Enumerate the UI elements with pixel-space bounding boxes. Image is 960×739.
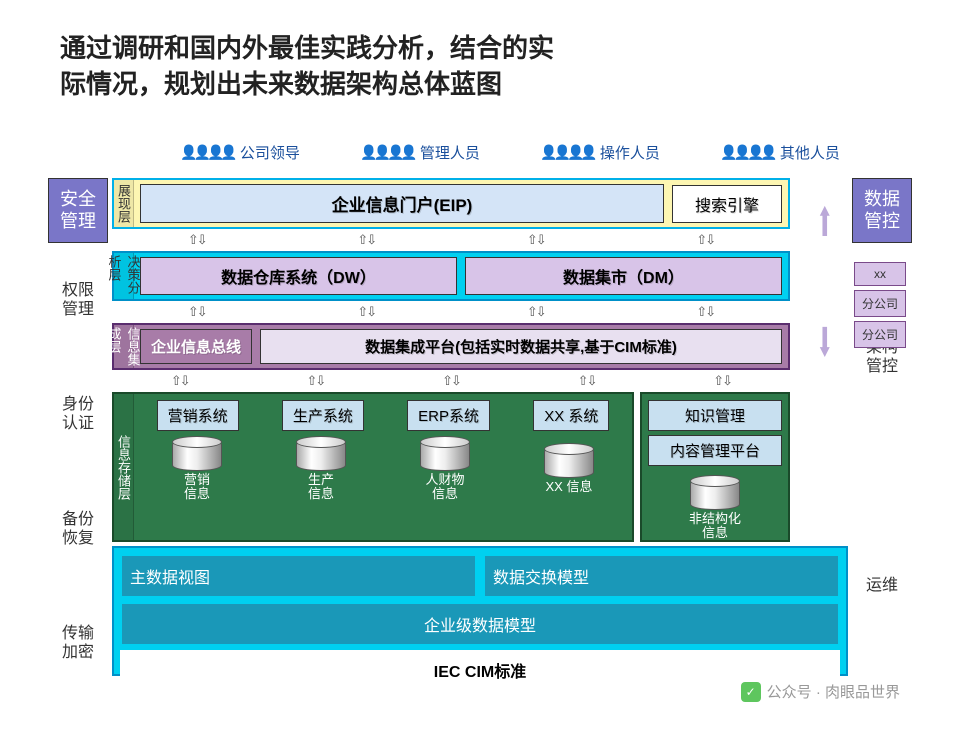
layer-integrate: 信息集成层 企业信息总线 数据集成平台(包括实时数据共享,基于CIM标准) bbox=[112, 323, 790, 370]
layer-analysis: 决策分析层 数据仓库系统（DW） 数据集市（DM） bbox=[112, 251, 790, 301]
system-box: 生产系统 bbox=[282, 400, 364, 431]
arrow-icon: ⇧⇩ bbox=[696, 232, 714, 248]
watermark: ✓ 公众号 · 肉眼品世界 bbox=[741, 681, 900, 702]
big-arrow-down-icon: ⬇ bbox=[817, 320, 834, 366]
model-box: 企业级数据模型 bbox=[120, 602, 840, 646]
left-head: 安全 管理 bbox=[48, 178, 108, 243]
layer-storage: 信息存储层 营销系统 生产系统 ERP系统 XX 系统 营销 信息 生产 信息 … bbox=[112, 392, 634, 542]
dw-box: 数据仓库系统（DW） bbox=[140, 257, 457, 295]
arrow-icon: ⇧⇩ bbox=[442, 373, 460, 389]
big-arrow-up-icon: ⬆ bbox=[817, 200, 834, 246]
left-item: 权限 管理 bbox=[48, 243, 108, 357]
stack-box: 分公司 bbox=[854, 321, 906, 348]
arrow-icon: ⇧⇩ bbox=[713, 373, 731, 389]
platform-box: 数据集成平台(包括实时数据共享,基于CIM标准) bbox=[260, 329, 782, 364]
arrow-icon: ⇧⇩ bbox=[306, 373, 324, 389]
model-box: IEC CIM标准 bbox=[120, 650, 840, 690]
db-item: 营销 信息 bbox=[140, 439, 254, 502]
bus-box: 企业信息总线 bbox=[140, 329, 252, 364]
wechat-icon: ✓ bbox=[741, 682, 761, 702]
page-title: 通过调研和国内外最佳实践分析，结合的实 际情况，规划出未来数据架构总体蓝图 bbox=[60, 30, 554, 103]
arrow-icon: ⇧⇩ bbox=[171, 373, 189, 389]
arrows: ⇧⇩ ⇧⇩ ⇧⇩ ⇧⇩ bbox=[112, 233, 790, 247]
arrow-icon: ⇧⇩ bbox=[188, 232, 206, 248]
right-item: 运维 bbox=[852, 472, 912, 700]
db-item: 人财物 信息 bbox=[388, 439, 502, 502]
db-icon bbox=[172, 439, 222, 471]
layer-label: 决策分析层 bbox=[114, 253, 134, 299]
arrow-icon: ⇧⇩ bbox=[357, 304, 375, 320]
db-item: 非结构化 信息 bbox=[648, 478, 782, 541]
db-item: 生产 信息 bbox=[264, 439, 378, 502]
arrow-icon: ⇧⇩ bbox=[527, 232, 545, 248]
cms-box: 内容管理平台 bbox=[648, 435, 782, 466]
arrows: ⇧⇩ ⇧⇩ ⇧⇩ ⇧⇩ ⇧⇩ bbox=[112, 374, 790, 388]
stack-box: 分公司 bbox=[854, 290, 906, 317]
eip-box: 企业信息门户(EIP) bbox=[140, 184, 664, 223]
model-box: 数据交换模型 bbox=[483, 554, 840, 598]
model-row: 主数据视图 数据交换模型 bbox=[120, 554, 840, 598]
arrow-icon: ⇧⇩ bbox=[527, 304, 545, 320]
right-head: 数据 管控 bbox=[852, 178, 912, 243]
stack-box: xx bbox=[854, 262, 906, 286]
people-icon: 👤👤👤👤 bbox=[720, 144, 774, 161]
layer-storage-wrap: 信息存储层 营销系统 生产系统 ERP系统 XX 系统 营销 信息 生产 信息 … bbox=[112, 392, 790, 542]
system-box: 营销系统 bbox=[157, 400, 239, 431]
left-item: 备份 恢复 bbox=[48, 472, 108, 586]
arrow-icon: ⇧⇩ bbox=[357, 232, 375, 248]
people-icon: 👤👤👤👤 bbox=[540, 144, 594, 161]
role-item: 👤👤👤👤管理人员 bbox=[360, 142, 480, 163]
arrow-icon: ⇧⇩ bbox=[578, 373, 596, 389]
center-layers: 展现层 企业信息门户(EIP) 搜索引擎 ⇧⇩ ⇧⇩ ⇧⇩ ⇧⇩ 决策分析层 数据仓库… bbox=[112, 178, 790, 700]
db-row: 营销 信息 生产 信息 人财物 信息 XX 信息 bbox=[140, 439, 626, 502]
left-item: 身份 认证 bbox=[48, 357, 108, 471]
arrow-icon: ⇧⇩ bbox=[188, 304, 206, 320]
architecture-diagram: 安全 管理 权限 管理 身份 认证 备份 恢复 传输 加密 展现层 企业信息门户… bbox=[48, 178, 912, 700]
layer-label: 展现层 bbox=[114, 180, 134, 227]
db-icon bbox=[544, 446, 594, 478]
left-column: 安全 管理 权限 管理 身份 认证 备份 恢复 传输 加密 bbox=[48, 178, 108, 700]
right-column: 数据 管控 架构 管控 运维 bbox=[852, 178, 912, 700]
search-box: 搜索引擎 bbox=[672, 185, 782, 223]
roles-row: 👤👤👤👤公司领导 👤👤👤👤管理人员 👤👤👤👤操作人员 👤👤👤👤其他人员 bbox=[150, 142, 870, 163]
arrow-icon: ⇧⇩ bbox=[696, 304, 714, 320]
people-icon: 👤👤👤👤 bbox=[360, 144, 414, 161]
dm-box: 数据集市（DM） bbox=[465, 257, 782, 295]
layer-present: 展现层 企业信息门户(EIP) 搜索引擎 bbox=[112, 178, 790, 229]
layer-label: 信息存储层 bbox=[114, 394, 134, 540]
role-item: 👤👤👤👤其他人员 bbox=[720, 142, 840, 163]
db-item: XX 信息 bbox=[512, 446, 626, 494]
db-icon bbox=[420, 439, 470, 471]
right-stack: xx 分公司 分公司 bbox=[854, 262, 906, 348]
db-icon bbox=[690, 478, 740, 510]
model-box: 主数据视图 bbox=[120, 554, 477, 598]
km-box: 知识管理 bbox=[648, 400, 782, 431]
role-item: 👤👤👤👤公司领导 bbox=[180, 142, 300, 163]
role-item: 👤👤👤👤操作人员 bbox=[540, 142, 660, 163]
systems-row: 营销系统 生产系统 ERP系统 XX 系统 bbox=[140, 400, 626, 431]
storage-side: 知识管理 内容管理平台 非结构化 信息 bbox=[640, 392, 790, 542]
people-icon: 👤👤👤👤 bbox=[180, 144, 234, 161]
db-icon bbox=[296, 439, 346, 471]
layer-label: 信息集成层 bbox=[114, 325, 134, 368]
left-item: 传输 加密 bbox=[48, 586, 108, 700]
system-box: XX 系统 bbox=[533, 400, 609, 431]
layer-model: 主数据视图 数据交换模型 企业级数据模型 IEC CIM标准 bbox=[112, 546, 848, 676]
system-box: ERP系统 bbox=[407, 400, 490, 431]
arrows: ⇧⇩ ⇧⇩ ⇧⇩ ⇧⇩ bbox=[112, 305, 790, 319]
